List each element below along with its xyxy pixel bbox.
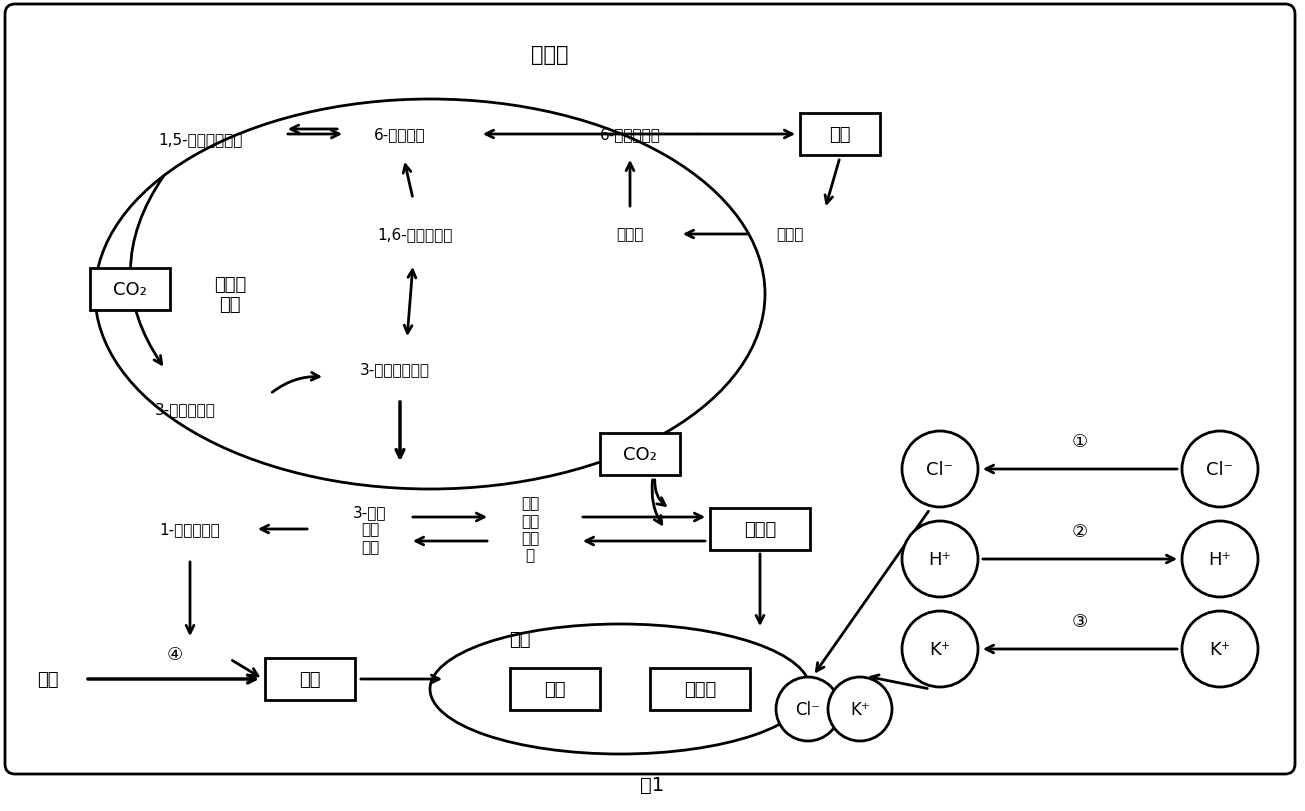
Text: K⁺: K⁺ (850, 700, 870, 718)
Circle shape (1182, 521, 1258, 597)
Text: CO₂: CO₂ (114, 281, 147, 298)
Text: Cl⁻: Cl⁻ (927, 461, 954, 478)
Text: 蔗糖: 蔗糖 (299, 670, 321, 689)
Circle shape (776, 677, 840, 741)
Text: 1,6-二磷酸果糖: 1,6-二磷酸果糖 (377, 227, 453, 242)
Text: 磷酸
烯醇
丙酮
酸: 磷酸 烯醇 丙酮 酸 (521, 496, 539, 563)
Text: 液泡: 液泡 (509, 630, 531, 648)
Text: ②: ② (1071, 522, 1088, 540)
Text: H⁺: H⁺ (929, 551, 951, 569)
Circle shape (902, 611, 977, 687)
Bar (265, 659, 355, 700)
Bar (600, 433, 680, 475)
Text: 蔗糖: 蔗糖 (544, 680, 566, 698)
Text: 图1: 图1 (639, 775, 664, 793)
Bar (510, 668, 600, 710)
Text: ③: ③ (1071, 612, 1088, 630)
Text: 葡萄糖: 葡萄糖 (616, 227, 643, 242)
Bar (650, 668, 750, 710)
Text: ①: ① (1071, 432, 1088, 450)
Circle shape (827, 677, 893, 741)
Bar (710, 508, 810, 551)
Text: Cl⁻: Cl⁻ (796, 700, 821, 718)
Text: H⁺: H⁺ (1208, 551, 1232, 569)
Circle shape (902, 521, 977, 597)
Text: 1,5-二磷酸核酮糖: 1,5-二磷酸核酮糖 (158, 132, 243, 148)
Text: 麦芽糖: 麦芽糖 (776, 227, 804, 242)
Text: 3-磷酸甘油酸: 3-磷酸甘油酸 (154, 402, 215, 417)
Ellipse shape (431, 624, 810, 754)
Text: 1-磷酸葡萄糖: 1-磷酸葡萄糖 (159, 521, 221, 537)
Text: 苹果酸: 苹果酸 (744, 521, 776, 539)
Text: 淀粉: 淀粉 (829, 126, 851, 144)
Text: 蔗糖: 蔗糖 (38, 670, 59, 689)
Text: 3-磷酸
二羟
丙酮: 3-磷酸 二羟 丙酮 (354, 504, 386, 554)
Text: Cl⁻: Cl⁻ (1206, 461, 1233, 478)
Circle shape (902, 431, 977, 508)
Bar (90, 268, 170, 311)
Text: K⁺: K⁺ (929, 640, 950, 659)
Text: CO₂: CO₂ (622, 445, 656, 463)
FancyBboxPatch shape (5, 5, 1295, 774)
Ellipse shape (95, 100, 765, 489)
Circle shape (1182, 611, 1258, 687)
Text: K⁺: K⁺ (1210, 640, 1231, 659)
Circle shape (1182, 431, 1258, 508)
Text: 6-磷酸葡萄糖: 6-磷酸葡萄糖 (599, 127, 660, 142)
Text: 3-磷酸二羟丙酮: 3-磷酸二羟丙酮 (360, 362, 431, 377)
Text: 卡尔文
循环: 卡尔文 循环 (214, 275, 247, 314)
Text: 叶绿体: 叶绿体 (531, 45, 569, 65)
Text: ④: ④ (167, 646, 183, 663)
Bar (800, 114, 880, 156)
Text: 6-磷酸果糖: 6-磷酸果糖 (375, 127, 425, 142)
Text: 苹果酸: 苹果酸 (684, 680, 716, 698)
